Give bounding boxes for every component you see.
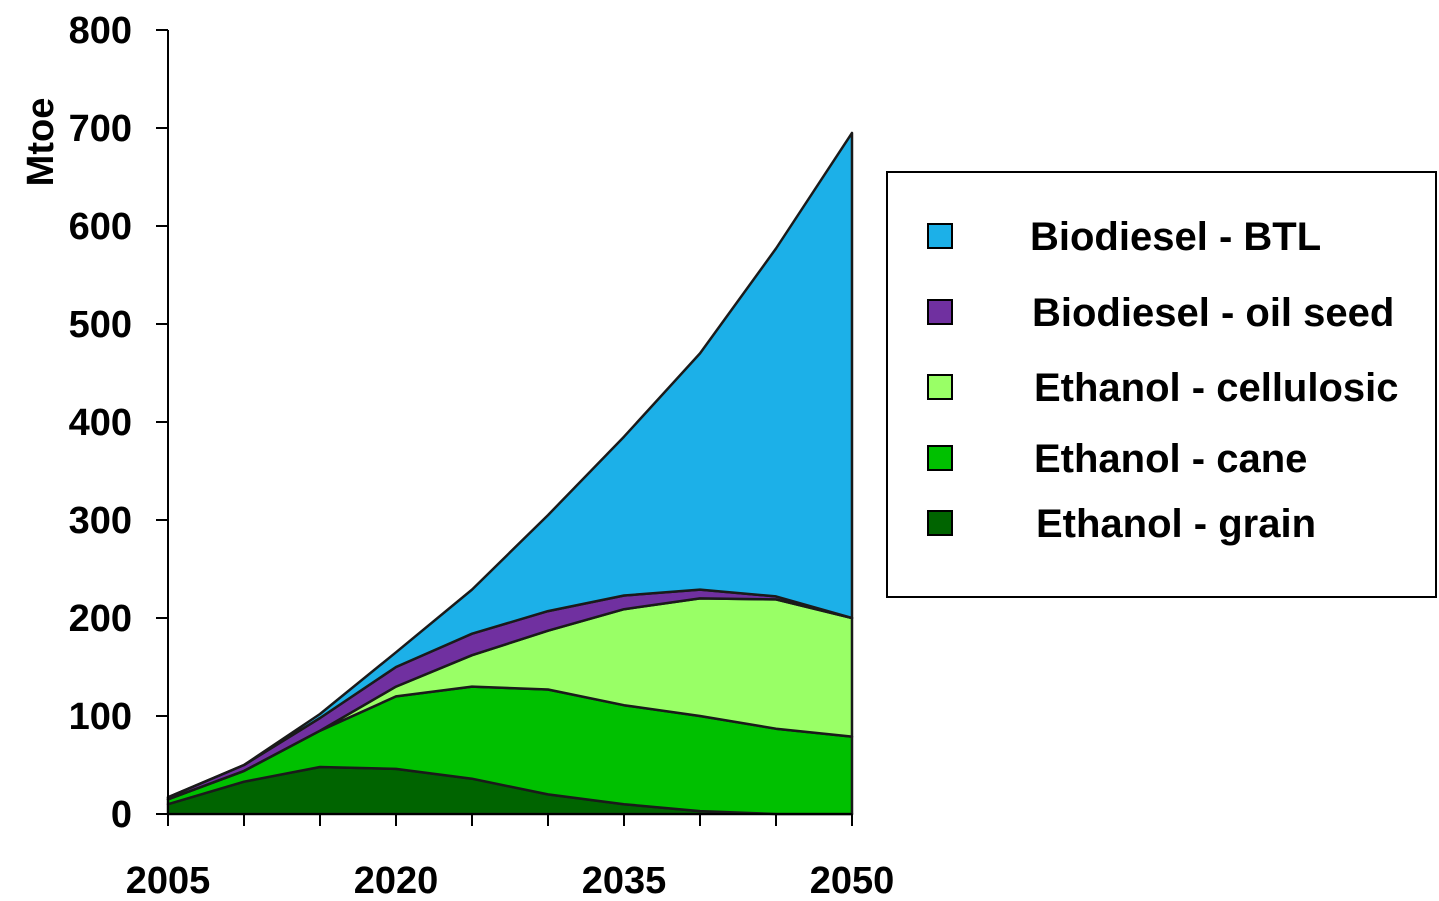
x-tick-label: 2050 (810, 860, 895, 901)
legend-label: Ethanol - grain (1036, 502, 1316, 546)
y-tick-label: 300 (69, 500, 132, 542)
legend-label: Biodiesel - oil seed (1032, 291, 1394, 335)
y-tick-label: 700 (69, 108, 132, 150)
legend: Biodiesel - BTL Biodiesel - oil seed Ethan… (886, 171, 1437, 598)
x-tick-label: 2005 (126, 860, 211, 901)
axes: 0 100 200 300 400 500 600 700 800 2005 2020 2035 205… (69, 10, 895, 901)
area-biodiesel-btl (166, 131, 854, 799)
legend-box (886, 171, 1437, 598)
y-tick-label: 100 (69, 696, 132, 738)
y-tick-label: 500 (69, 304, 132, 346)
legend-swatch (927, 223, 953, 249)
legend-swatch (927, 510, 953, 536)
y-tick-label: 600 (69, 206, 132, 248)
y-tick-label: 800 (69, 10, 132, 52)
legend-label: Biodiesel - BTL (1030, 215, 1321, 259)
y-axis-title: Mtoe (20, 98, 62, 187)
legend-label: Ethanol - cane (1034, 437, 1307, 481)
legend-swatch (927, 299, 953, 325)
x-tick-label: 2035 (582, 860, 667, 901)
y-tick-label: 200 (69, 598, 132, 640)
legend-swatch (927, 374, 953, 400)
y-tick-label: 0 (111, 794, 132, 836)
area-layers (166, 131, 854, 816)
legend-swatch (927, 445, 953, 471)
legend-label: Ethanol - cellulosic (1034, 366, 1399, 410)
y-tick-label: 400 (69, 402, 132, 444)
x-tick-label: 2020 (354, 860, 439, 901)
